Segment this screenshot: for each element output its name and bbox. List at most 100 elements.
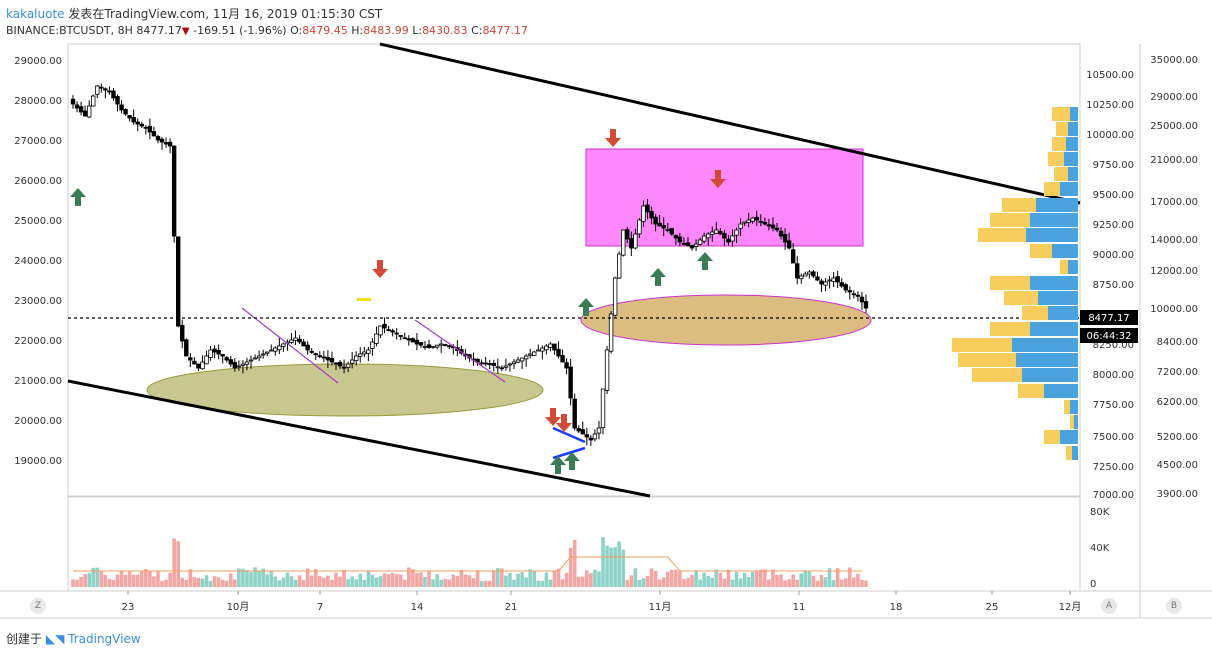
blue-wedge-bottom[interactable] — [552, 446, 586, 460]
candle-body — [612, 277, 618, 316]
candle-body — [515, 359, 521, 363]
purple-line-2[interactable] — [414, 319, 506, 383]
candle-body — [540, 347, 545, 352]
volume-bar — [233, 579, 237, 587]
last-price: 8477.17 — [136, 24, 182, 37]
tradingview-logo-icon[interactable]: ◣◥ — [45, 632, 65, 646]
volume-bar — [386, 574, 391, 587]
volume-bar — [87, 573, 91, 587]
resistance-zone[interactable] — [585, 148, 864, 247]
lower-trendline[interactable] — [67, 379, 651, 498]
support-oval-right[interactable] — [580, 294, 872, 346]
timezone-button[interactable]: Z — [30, 598, 46, 614]
low-value: 8430.83 — [422, 24, 468, 37]
candle-body — [811, 271, 816, 277]
volume-bar — [111, 579, 116, 587]
support-oval-left[interactable] — [146, 363, 544, 417]
left-price-axis[interactable]: 29000.00 28000.00 27000.00 26000.00 25000.00… — [14, 56, 62, 467]
candle-body — [426, 344, 432, 348]
right-price-axis[interactable]: 10500.00 10250.00 10000.00 9750.00 9500.00 92… — [1086, 70, 1134, 501]
sell-arrow-icon — [556, 414, 572, 432]
candle-body — [766, 224, 772, 227]
volume-profile-bar — [1022, 368, 1078, 382]
volume-bar — [374, 577, 379, 587]
volume-profile-bar — [1060, 430, 1078, 444]
volume-bar — [200, 578, 205, 587]
author-name[interactable]: kakaluote — [6, 7, 65, 21]
volume-bar — [718, 572, 723, 587]
candle-body — [523, 355, 529, 360]
volume-bar — [645, 576, 650, 587]
main-pane-border — [67, 43, 1081, 497]
candle-body — [127, 115, 132, 119]
tradingview-brand[interactable]: TradingView — [68, 632, 141, 646]
volume-bar — [621, 549, 626, 587]
candle-body — [483, 362, 488, 365]
auto-scale-button[interactable]: A — [1101, 598, 1117, 614]
y-right2-tick-label: 5200.00 — [1157, 432, 1198, 443]
high-value: 8483.99 — [363, 24, 409, 37]
candle-body — [863, 301, 869, 309]
candle-body — [430, 345, 436, 348]
candle-body — [730, 235, 735, 242]
volume-bar — [536, 580, 541, 587]
candle-body — [341, 366, 347, 369]
candle-body — [625, 229, 630, 240]
blue-wedge-top[interactable] — [552, 426, 586, 444]
candle-body — [167, 141, 173, 147]
volume-profile-bar — [1070, 415, 1074, 429]
candle-body — [835, 276, 840, 283]
volume-profile-bar — [1066, 446, 1072, 460]
time-axis[interactable]: 23 10月 7 14 21 11月 11 18 25 12月 — [122, 591, 1082, 613]
volume-bar — [475, 570, 480, 587]
volume-bar — [431, 579, 435, 587]
volume-bar — [471, 578, 476, 587]
candle-body — [762, 221, 768, 225]
volume-bar — [629, 575, 634, 587]
volume-profile-bar — [1064, 152, 1078, 166]
candle-body — [657, 222, 662, 227]
volume-bar — [301, 580, 306, 587]
sell-arrow-icon — [372, 260, 388, 278]
volume-bar — [168, 572, 172, 587]
volume-bar — [674, 569, 678, 587]
y-right-tick-label: 7500.00 — [1093, 432, 1134, 443]
candle-body — [786, 240, 792, 249]
candle-body — [131, 117, 136, 123]
volume-bar — [115, 574, 120, 587]
candle-body — [641, 205, 646, 222]
upper-trendline[interactable] — [379, 42, 1081, 205]
x-tick-label: 12月 — [1059, 601, 1082, 613]
volume-bar — [524, 577, 528, 587]
candle-body — [681, 243, 687, 245]
candle-body — [548, 343, 553, 348]
symbol-label: BINANCE:BTCUSDT, 8H — [6, 24, 133, 37]
volume-bar — [253, 567, 257, 587]
volume-bar — [172, 538, 176, 587]
volume-bar — [289, 576, 294, 587]
volume-bar — [548, 579, 553, 587]
volume-bar — [257, 570, 261, 587]
candle-body — [831, 277, 836, 282]
candle-body — [714, 229, 719, 234]
volume-profile-bar — [958, 353, 1016, 367]
volume-bar — [540, 580, 545, 587]
volume-bar — [653, 570, 658, 587]
volume-profile-bar — [1048, 152, 1064, 166]
candle-body — [418, 342, 424, 346]
x-tick-label: 7 — [317, 602, 323, 613]
volume-bar — [734, 572, 739, 587]
y-left-tick-label: 25000.00 — [14, 216, 62, 227]
secondary-price-axis[interactable]: 35000.00 29000.00 25000.00 21000.00 17000.00… — [1150, 55, 1198, 500]
candle-body — [111, 90, 116, 99]
purple-line-1[interactable] — [241, 307, 339, 384]
down-arrow-icon: ▼ — [181, 26, 190, 37]
candle-body — [827, 279, 832, 282]
volume-bar — [382, 573, 387, 587]
scale-b-button[interactable]: B — [1166, 598, 1182, 614]
candle-body — [556, 348, 561, 357]
volume-bar — [330, 579, 334, 587]
volume-bar — [572, 539, 577, 587]
candle-body — [750, 217, 755, 222]
